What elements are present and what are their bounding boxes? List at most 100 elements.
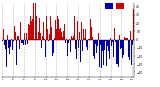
Bar <box>76 40 77 59</box>
Bar <box>7 35 8 40</box>
Bar <box>123 40 124 55</box>
Bar <box>3 29 4 40</box>
Bar <box>81 22 82 40</box>
Bar <box>89 39 90 40</box>
Bar <box>110 38 111 40</box>
Bar <box>14 26 15 40</box>
Bar <box>83 29 84 40</box>
Bar <box>101 40 102 68</box>
Bar <box>70 40 71 52</box>
Bar <box>84 38 85 40</box>
Bar <box>37 33 38 40</box>
Bar <box>38 32 39 40</box>
Bar <box>40 33 41 40</box>
Bar <box>63 23 64 40</box>
Bar <box>47 29 48 40</box>
Bar <box>42 36 43 40</box>
Bar <box>71 35 72 40</box>
Bar <box>28 24 29 40</box>
Bar <box>41 40 42 48</box>
Bar <box>132 40 133 45</box>
Bar <box>125 38 126 40</box>
Bar <box>21 40 22 43</box>
Bar <box>49 34 50 40</box>
Bar <box>58 19 59 40</box>
Bar <box>131 40 132 65</box>
Bar <box>87 40 88 50</box>
Bar <box>20 40 21 49</box>
FancyBboxPatch shape <box>105 0 113 9</box>
Bar <box>11 39 12 40</box>
Bar <box>30 16 31 40</box>
Bar <box>4 40 5 45</box>
Bar <box>96 40 97 53</box>
Bar <box>109 40 110 59</box>
Bar <box>6 40 7 66</box>
Bar <box>73 36 74 40</box>
Bar <box>119 35 120 40</box>
Bar <box>85 26 86 40</box>
Bar <box>117 40 118 64</box>
Bar <box>65 40 66 43</box>
Bar <box>12 40 13 50</box>
Bar <box>59 29 60 40</box>
Bar <box>24 40 25 45</box>
Bar <box>78 40 79 48</box>
Bar <box>82 40 83 51</box>
Bar <box>79 32 80 40</box>
Bar <box>50 40 51 44</box>
Bar <box>10 40 11 47</box>
Bar <box>94 40 95 59</box>
Bar <box>133 9 134 40</box>
Bar <box>62 37 63 40</box>
Bar <box>39 18 40 40</box>
Bar <box>106 40 107 66</box>
Bar <box>92 37 93 40</box>
Bar <box>51 27 52 40</box>
Bar <box>100 40 101 45</box>
Bar <box>25 40 26 45</box>
Bar <box>36 16 37 40</box>
Bar <box>74 16 75 40</box>
Bar <box>68 9 69 40</box>
Bar <box>127 38 128 40</box>
Bar <box>31 21 32 40</box>
Bar <box>56 29 57 40</box>
Bar <box>32 19 33 40</box>
Bar <box>55 20 56 40</box>
Bar <box>77 21 78 40</box>
Bar <box>35 3 36 40</box>
Bar <box>16 40 17 65</box>
Bar <box>104 40 105 50</box>
Bar <box>48 40 49 41</box>
Bar <box>107 40 108 46</box>
Bar <box>66 39 67 40</box>
Bar <box>122 40 123 58</box>
Bar <box>52 40 53 56</box>
Bar <box>118 40 119 67</box>
Bar <box>45 40 46 57</box>
Bar <box>29 25 30 40</box>
Bar <box>26 33 27 40</box>
Bar <box>95 40 96 44</box>
Bar <box>61 32 62 40</box>
Bar <box>53 40 54 53</box>
Bar <box>8 40 9 48</box>
Bar <box>23 40 24 45</box>
Bar <box>128 40 129 57</box>
Bar <box>112 40 113 42</box>
Bar <box>90 19 91 40</box>
Bar <box>113 40 114 57</box>
Bar <box>2 40 3 41</box>
Bar <box>46 16 47 40</box>
Bar <box>27 40 28 44</box>
Bar <box>129 40 130 60</box>
Bar <box>97 40 98 46</box>
Bar <box>115 40 116 50</box>
Bar <box>130 31 131 40</box>
Bar <box>69 39 70 40</box>
Bar <box>17 36 18 40</box>
FancyBboxPatch shape <box>116 0 124 9</box>
Bar <box>126 38 127 40</box>
Bar <box>13 40 14 41</box>
